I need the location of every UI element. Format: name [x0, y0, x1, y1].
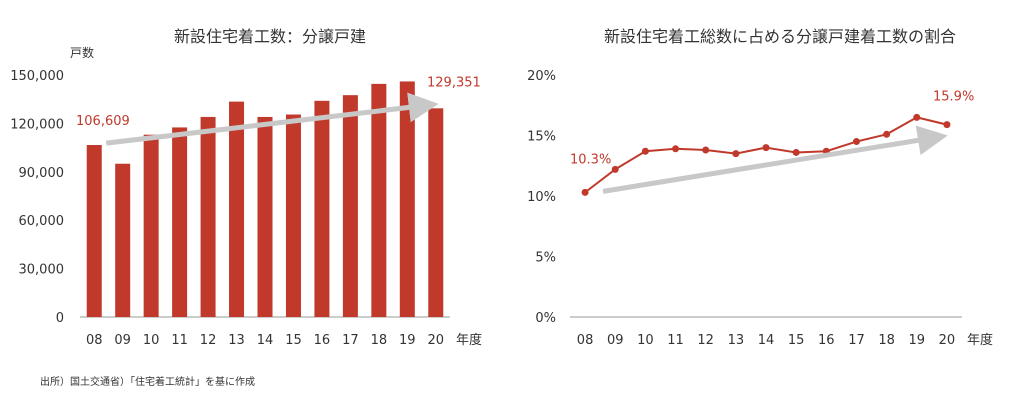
bar [86, 145, 102, 317]
y-tick-label: 20% [527, 69, 556, 84]
x-tick-label: 19 [399, 333, 416, 348]
data-point [581, 188, 589, 196]
bar-chart-y-unit: 戸数 [70, 45, 94, 60]
x-tick-label: 15 [788, 333, 805, 348]
bar [172, 127, 188, 317]
x-tick-label: 13 [728, 333, 745, 348]
x-tick-label: 18 [371, 333, 388, 348]
trend-arrow [602, 125, 948, 194]
y-tick-label: 90,000 [19, 166, 65, 181]
line-chart: 新設住宅着工総数に占める分譲戸建着工数の割合 年度 0%5%10%15%20% … [527, 27, 993, 348]
bar-chart-title: 新設住宅着工数：分譲戸建 [174, 27, 366, 46]
start-value-label: 10.3% [570, 152, 611, 167]
bar [200, 116, 216, 318]
x-tick-label: 12 [200, 333, 217, 348]
line-chart-title: 新設住宅着工総数に占める分譲戸建着工数の割合 [604, 27, 956, 46]
data-point [732, 150, 740, 158]
x-tick-label: 11 [667, 333, 684, 348]
x-tick-label: 09 [114, 333, 131, 348]
x-tick-label: 08 [86, 333, 103, 348]
data-point [611, 165, 619, 173]
line-chart-x-unit: 年度 [967, 332, 993, 348]
x-tick-label: 13 [228, 333, 245, 348]
x-tick-label: 19 [908, 333, 925, 348]
x-tick-label: 17 [342, 333, 359, 348]
y-tick-label: 0 [56, 311, 64, 326]
bar [314, 100, 330, 318]
x-tick-label: 11 [171, 333, 188, 348]
end-value-label: 129,351 [427, 75, 481, 90]
y-tick-label: 150,000 [10, 69, 64, 84]
bar [229, 101, 245, 318]
data-point [641, 147, 649, 155]
bar [371, 83, 387, 317]
bar [342, 95, 358, 318]
y-tick-label: 15% [527, 130, 556, 145]
bar [143, 134, 159, 317]
x-tick-label: 10 [637, 333, 654, 348]
x-tick-label: 17 [848, 333, 865, 348]
y-tick-label: 60,000 [19, 214, 65, 229]
data-point [762, 144, 770, 152]
x-tick-label: 20 [939, 333, 956, 348]
x-tick-label: 20 [427, 333, 444, 348]
bar-chart: 新設住宅着工数：分譲戸建 戸数 年度 0 30,000 60,000 90,000 12… [10, 27, 482, 348]
x-tick-label: 18 [878, 333, 895, 348]
x-tick-label: 16 [314, 333, 331, 348]
data-point [883, 130, 891, 138]
bar [428, 108, 444, 317]
x-tick-label: 15 [285, 333, 302, 348]
bar [257, 116, 273, 318]
y-tick-label: 10% [527, 190, 556, 205]
x-tick-label: 12 [697, 333, 714, 348]
bar [285, 114, 301, 317]
source-note: 出所）国土交通省）「住宅着工統計」を基に作成 [40, 377, 255, 388]
bar-chart-x-unit: 年度 [456, 332, 482, 348]
x-tick-label: 08 [577, 333, 594, 348]
x-tick-label: 14 [257, 333, 274, 348]
bar [399, 81, 415, 317]
y-tick-label: 5% [535, 251, 556, 266]
data-point [913, 113, 921, 121]
x-tick-label: 09 [607, 333, 624, 348]
x-tick-label: 10 [143, 333, 160, 348]
end-value-label: 15.9% [933, 90, 974, 105]
data-point [792, 148, 800, 156]
series-line [584, 116, 948, 194]
y-tick-label: 120,000 [10, 117, 64, 132]
y-tick-label: 0% [535, 311, 556, 326]
data-point [702, 146, 710, 154]
data-point [672, 145, 680, 153]
bar [115, 163, 131, 317]
y-tick-label: 30,000 [19, 263, 65, 278]
trend-arrow [105, 92, 439, 146]
data-point [852, 138, 860, 146]
start-value-label: 106,609 [76, 114, 130, 129]
data-point [943, 121, 951, 129]
x-tick-label: 14 [758, 333, 775, 348]
x-tick-label: 16 [818, 333, 835, 348]
